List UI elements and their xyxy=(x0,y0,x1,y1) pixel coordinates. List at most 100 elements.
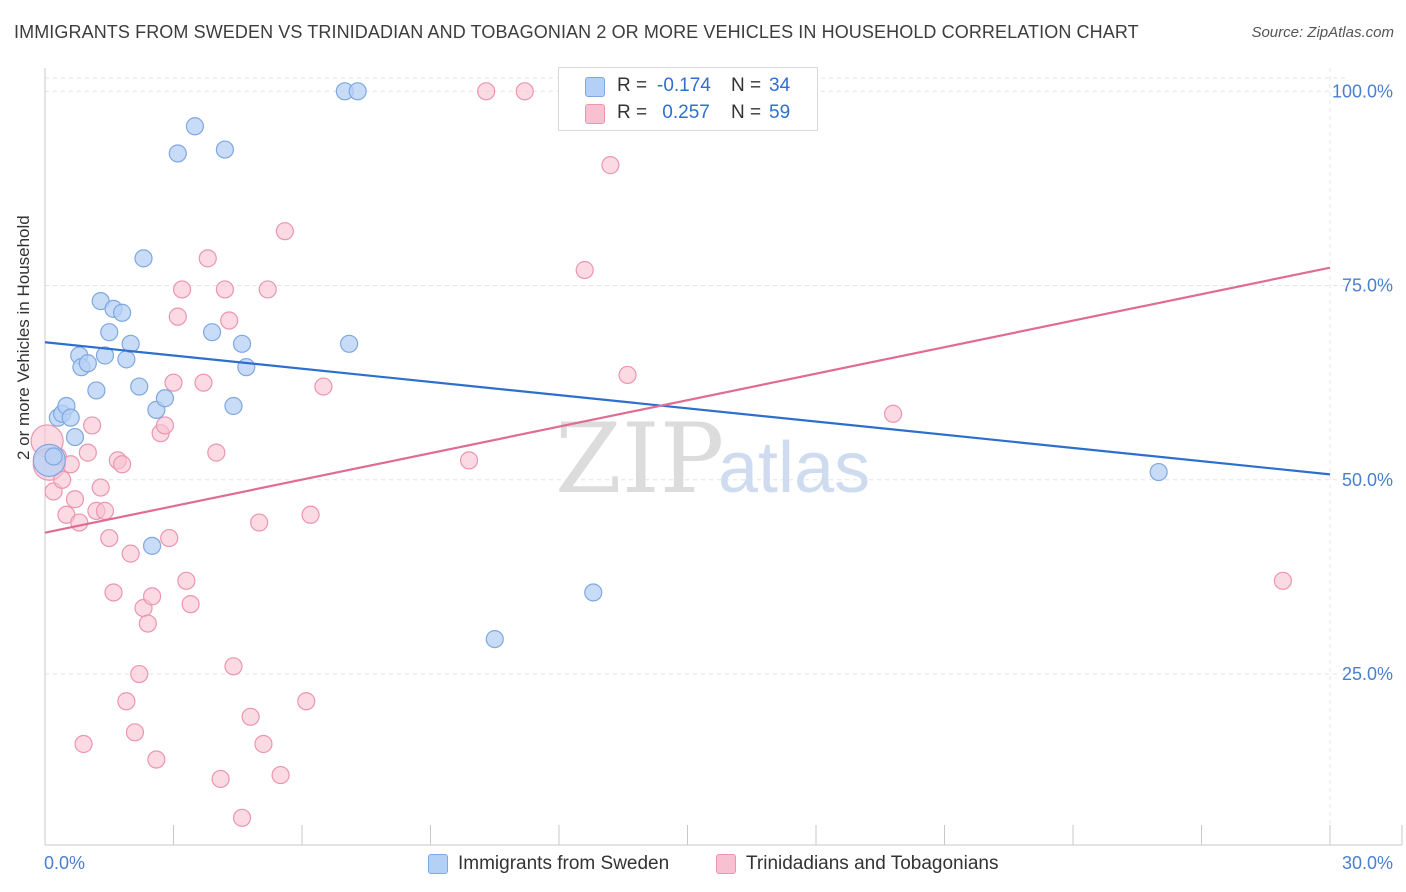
y-tick-label: 25.0% xyxy=(1342,664,1393,684)
point-trini xyxy=(601,156,620,175)
tick-labels: 25.0% 50.0% 75.0% 100.0% 0.0% 30.0% xyxy=(44,81,1393,873)
point-sweden xyxy=(348,82,367,101)
point-sweden xyxy=(121,334,140,353)
point-sweden xyxy=(61,408,80,427)
point-trini xyxy=(130,664,149,684)
watermark-atlas: atlas xyxy=(718,428,870,508)
legend-swatch-trini xyxy=(585,104,605,124)
point-trini xyxy=(314,377,333,396)
point-trini xyxy=(181,595,200,614)
bottom-legend-swatch-sweden xyxy=(428,854,448,874)
trendline-sweden xyxy=(44,341,1331,476)
zipatlas-watermark: ZIP atlas xyxy=(555,403,870,515)
point-sweden xyxy=(168,144,187,163)
point-trini xyxy=(575,260,594,280)
point-sweden xyxy=(155,389,175,408)
point-trini xyxy=(241,707,260,726)
y-tick-label: 100.0% xyxy=(1332,81,1393,101)
y-tick-label: 75.0% xyxy=(1342,276,1393,296)
point-trini xyxy=(78,443,97,462)
point-trini xyxy=(160,528,179,548)
point-trini xyxy=(250,513,269,532)
point-trini xyxy=(459,451,479,470)
point-trini xyxy=(883,404,903,423)
point-trini xyxy=(83,416,102,435)
point-trini xyxy=(125,723,145,742)
legend-swatch-sweden xyxy=(585,77,605,97)
point-sweden xyxy=(340,334,359,353)
legend-r-label: R = xyxy=(617,102,648,123)
point-sweden xyxy=(65,427,85,447)
point-sweden xyxy=(134,249,153,268)
point-sweden xyxy=(44,447,63,466)
point-trini xyxy=(211,769,230,789)
chart-title: IMMIGRANTS FROM SWEDEN VS TRINIDADIAN AN… xyxy=(14,22,1139,42)
point-trini xyxy=(301,505,320,524)
y-tick-label: 50.0% xyxy=(1342,470,1393,490)
point-sweden xyxy=(485,629,504,649)
point-trini xyxy=(254,734,273,754)
point-trini xyxy=(177,571,196,590)
point-sweden xyxy=(584,583,603,602)
x-tick-label-end: 30.0% xyxy=(1342,853,1393,873)
point-trini xyxy=(70,513,89,532)
point-sweden xyxy=(185,117,205,136)
point-trini xyxy=(172,280,192,299)
point-trini xyxy=(74,734,93,754)
point-trini xyxy=(53,470,72,489)
axes xyxy=(44,68,1403,846)
point-trini xyxy=(275,222,294,241)
x-tick-label-start: 0.0% xyxy=(44,853,85,873)
point-sweden xyxy=(202,323,222,342)
point-trini xyxy=(224,657,243,676)
point-trini xyxy=(100,528,119,548)
point-trini xyxy=(164,373,183,392)
legend-n-label: N = xyxy=(731,102,762,123)
point-trini xyxy=(258,280,277,299)
point-trini xyxy=(618,365,637,385)
stats-legend: R = -0.174 N = 34 R = 0.257 N = 59 xyxy=(558,67,818,131)
point-sweden xyxy=(117,350,136,369)
legend-n-value-sweden: 34 xyxy=(769,75,791,96)
legend-r-value-sweden: -0.174 xyxy=(657,75,711,96)
point-sweden xyxy=(100,323,119,342)
series-sweden-points xyxy=(32,82,1168,649)
source-label: Source: ZipAtlas.com xyxy=(1251,24,1394,41)
point-trini xyxy=(142,587,162,606)
trendlines xyxy=(44,266,1331,534)
point-trini xyxy=(117,692,136,711)
point-trini xyxy=(477,82,496,101)
bottom-legend-label-trini: Trinidadians and Tobagonians xyxy=(746,853,999,874)
point-sweden xyxy=(87,381,106,400)
point-sweden xyxy=(142,536,162,555)
watermark-zip: ZIP xyxy=(555,403,724,515)
point-sweden xyxy=(1149,462,1168,482)
point-trini xyxy=(112,455,132,474)
point-trini xyxy=(121,544,140,563)
point-trini xyxy=(271,765,290,785)
point-trini xyxy=(65,490,85,509)
point-sweden xyxy=(130,377,149,396)
point-trini xyxy=(104,583,123,602)
point-sweden xyxy=(215,140,234,159)
point-sweden xyxy=(95,346,115,365)
point-sweden xyxy=(78,354,97,373)
y-axis-label: 2 or more Vehicles in Household xyxy=(14,215,33,460)
point-trini xyxy=(198,249,217,268)
point-trini xyxy=(155,416,175,435)
point-trini xyxy=(194,373,213,392)
point-trini xyxy=(91,478,110,497)
point-trini xyxy=(515,82,534,101)
point-trini xyxy=(215,280,234,299)
point-trini xyxy=(220,311,239,330)
point-trini xyxy=(1273,571,1292,590)
point-trini xyxy=(168,307,187,326)
point-trini xyxy=(232,808,252,827)
point-sweden xyxy=(224,396,243,416)
point-trini xyxy=(207,443,226,462)
legend-r-value-trini: 0.257 xyxy=(657,102,710,123)
trendline-trini xyxy=(44,266,1331,534)
legend-n-label: N = xyxy=(731,75,762,96)
point-sweden xyxy=(112,303,132,322)
